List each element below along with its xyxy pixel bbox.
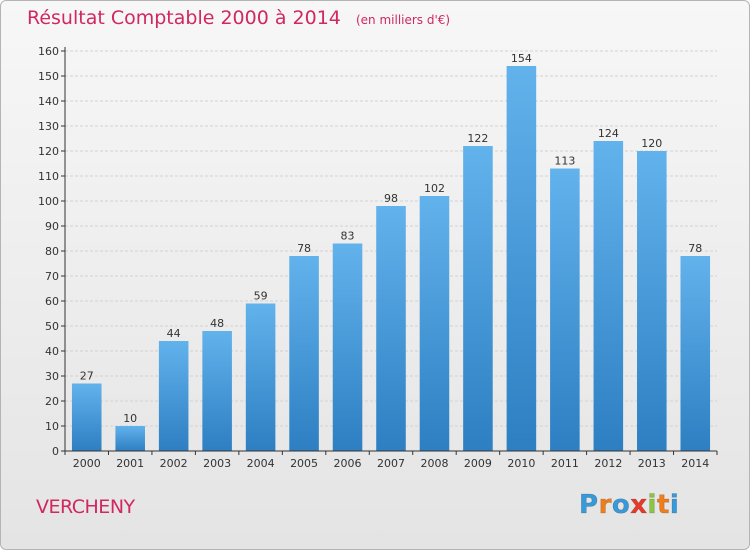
bar-2014 — [680, 256, 711, 451]
data-label-2005: 78 — [297, 242, 311, 255]
y-tick-label: 160 — [38, 45, 59, 58]
chart-title-row: Résultat Comptable 2000 à 2014 (en milli… — [27, 7, 450, 29]
bar-2011 — [550, 168, 580, 451]
logo-letter: i — [669, 490, 680, 521]
data-label-2007: 98 — [384, 192, 398, 205]
x-tick-label-2005: 2005 — [290, 457, 318, 470]
bar-2006 — [332, 243, 363, 451]
y-tick-label: 90 — [45, 220, 59, 233]
bar-2001 — [115, 426, 145, 451]
data-label-2012: 124 — [598, 127, 619, 140]
logo-letter: t — [656, 490, 670, 521]
data-label-2002: 44 — [167, 327, 181, 340]
bar-2004 — [245, 303, 276, 451]
x-tick-label-2013: 2013 — [638, 457, 666, 470]
data-label-2010: 154 — [511, 52, 532, 65]
logo-letter: o — [611, 490, 631, 521]
y-tick-label: 0 — [52, 445, 59, 458]
chart-unit-note: (en milliers d'€) — [355, 13, 451, 27]
bar-2002 — [158, 341, 189, 451]
y-tick-label: 130 — [38, 120, 59, 133]
bar-2013 — [637, 151, 667, 451]
y-tick-label: 150 — [38, 70, 59, 83]
axes: 0 10 20 30 40 50 60 70 80 90 100 110 120 130 140 150 160… — [38, 45, 718, 470]
x-tick-label-2006: 2006 — [334, 457, 362, 470]
data-labels: 27 10 44 48 59 78 83 98 102 122 154 113 124 120 78 — [80, 52, 703, 425]
y-tick-label: 60 — [45, 295, 59, 308]
data-label-2006: 83 — [341, 230, 355, 243]
x-tick-label-2002: 2002 — [160, 457, 188, 470]
y-tick-label: 70 — [45, 270, 59, 283]
data-label-2009: 122 — [467, 132, 488, 145]
y-tick-label: 120 — [38, 145, 59, 158]
y-tick-label: 110 — [38, 170, 59, 183]
bar-2003 — [202, 331, 232, 451]
x-tick-label-2001: 2001 — [116, 457, 144, 470]
x-tick-label-2003: 2003 — [203, 457, 231, 470]
data-label-2014: 78 — [688, 242, 702, 255]
data-label-2000: 27 — [80, 370, 94, 383]
chart-title: Résultat Comptable 2000 à 2014 — [27, 7, 341, 29]
logo-letter: P — [579, 490, 599, 521]
bar-2012 — [593, 141, 624, 451]
data-label-2011: 113 — [554, 155, 575, 168]
proxiti-logo: Proxiti — [579, 490, 680, 521]
y-tick-label: 140 — [38, 95, 59, 108]
bar-2010 — [506, 66, 537, 451]
data-label-2008: 102 — [424, 182, 445, 195]
bar-2007 — [376, 206, 406, 451]
bar-2005 — [289, 256, 319, 451]
y-tick-label: 100 — [38, 195, 59, 208]
x-tick-label-2011: 2011 — [551, 457, 579, 470]
y-tick-label: 40 — [45, 345, 59, 358]
y-tick-label: 80 — [45, 245, 59, 258]
x-tick-label-2009: 2009 — [464, 457, 492, 470]
x-tick-label-2014: 2014 — [681, 457, 709, 470]
logo-letter: i — [647, 490, 657, 521]
data-label-2003: 48 — [210, 317, 224, 330]
data-label-2004: 59 — [254, 290, 268, 303]
bar-2009 — [463, 146, 493, 451]
x-tick-label-2008: 2008 — [420, 457, 448, 470]
data-label-2001: 10 — [123, 412, 137, 425]
x-tick-label-2004: 2004 — [247, 457, 275, 470]
x-tick-label-2010: 2010 — [507, 457, 535, 470]
x-tick-label-2012: 2012 — [594, 457, 622, 470]
y-tick-label: 50 — [45, 320, 59, 333]
bar-2000 — [71, 383, 102, 451]
y-tick-label: 30 — [45, 370, 59, 383]
x-tick-label-2000: 2000 — [73, 457, 101, 470]
commune-name: VERCHENY — [36, 496, 135, 518]
bar-2008 — [419, 196, 450, 451]
logo-letter: r — [598, 490, 612, 521]
y-tick-label: 10 — [45, 420, 59, 433]
logo-letter: x — [630, 490, 648, 521]
x-tick-label-2007: 2007 — [377, 457, 405, 470]
y-tick-label: 20 — [45, 395, 59, 408]
data-label-2013: 120 — [641, 137, 662, 150]
bars — [71, 66, 711, 451]
